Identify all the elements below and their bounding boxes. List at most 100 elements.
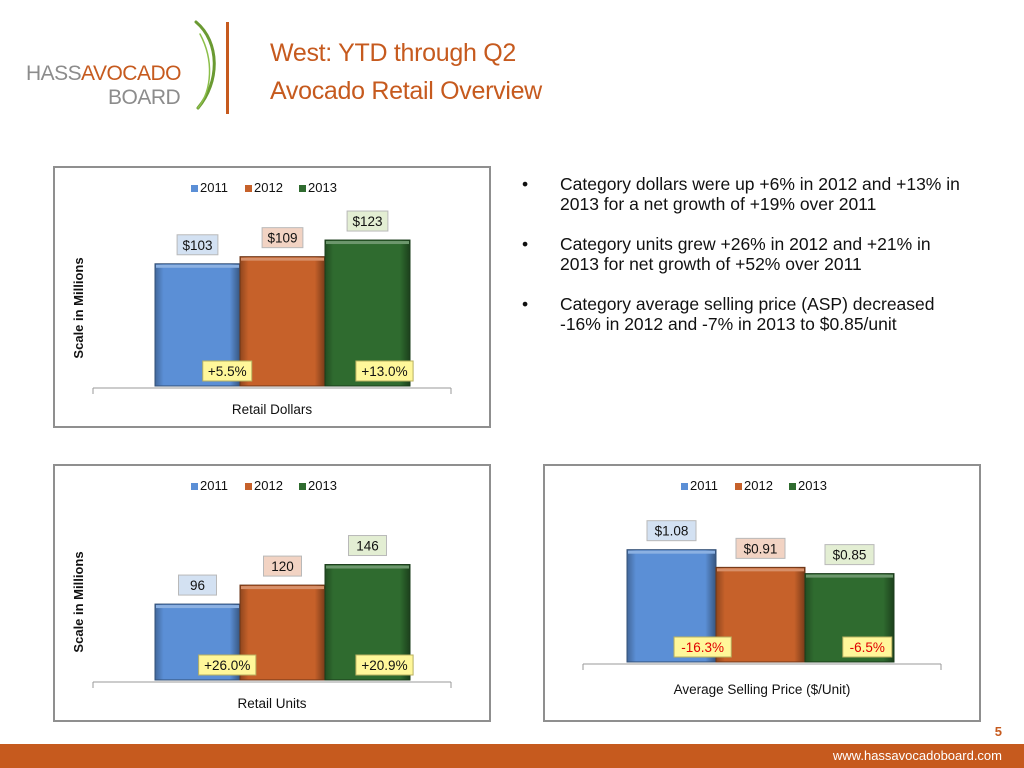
asp-value-label-box-2013 (824, 544, 875, 566)
dollars-legend-label-2013: 2013 (308, 180, 337, 195)
asp-bar-highlight-2011 (628, 550, 715, 554)
asp-value-label-text-2012: $0.91 (744, 541, 778, 556)
asp-bar-highlight-2012 (717, 568, 804, 572)
units-value-label-text-2013: 146 (356, 539, 379, 554)
page-number: 5 (994, 724, 1002, 739)
dollars-bar-highlight-2013 (326, 241, 409, 245)
units-value-label-2013: 146 (348, 535, 387, 557)
dollars-value-label-text-2012: $109 (267, 231, 297, 246)
dollars-legend-label-2012: 2012 (254, 180, 283, 195)
dollars-value-label-2011: $103 (176, 234, 219, 256)
dollars-bars (154, 239, 411, 387)
asp-value-label-box-2012 (735, 537, 786, 559)
units-value-label-box-2011 (178, 574, 217, 596)
units-bar-highlight-2011 (156, 605, 239, 609)
dollars-value-label-box-2011 (176, 234, 219, 256)
asp-change-label-box-1 (673, 636, 732, 658)
asp-legend-swatch-2013 (789, 483, 796, 490)
units-value-label-text-2011: 96 (190, 578, 205, 593)
slide-title: West: YTD through Q2 Avocado Retail Over… (270, 34, 542, 110)
bullet-item-units: Category units grew +26% in 2012 and +21… (522, 234, 962, 274)
dollars-legend-label-2011: 2011 (200, 180, 228, 195)
asp-change-label-1: -16.3% (673, 636, 732, 658)
units-y-axis-title: Scale in Millions (71, 551, 86, 652)
dollars-bar-highlight-2011 (156, 264, 239, 268)
slide-title-line1: West: YTD through Q2 (270, 39, 516, 67)
units-value-label-2011: 96 (178, 574, 217, 596)
dollars-x-axis-title: Retail Dollars (232, 402, 313, 417)
dollars-bar-highlight-2012 (241, 257, 324, 261)
asp-legend-swatch-2012 (735, 483, 742, 490)
units-legend-label-2012: 2012 (254, 478, 283, 493)
hass-avocado-board-logo: HASS AVOCADO BOARD (22, 20, 222, 112)
dollars-change-label-text-1: +5.5% (208, 364, 247, 379)
asp-x-axis-title: Average Selling Price ($/Unit) (674, 682, 851, 697)
footer-url: www.hassavocadoboard.com (832, 748, 1002, 763)
logo-text-board: BOARD (108, 86, 181, 109)
units-legend-swatch-2011 (191, 483, 198, 490)
logo-text-hass: HASS (26, 62, 82, 85)
units-bar-highlight-2013 (326, 565, 409, 569)
asp-value-label-2011: $1.08 (646, 520, 697, 542)
units-value-label-text-2012: 120 (271, 559, 294, 574)
asp-legend-label-2011: 2011 (690, 478, 718, 493)
dollars-legend: 2011 2012 2013 (191, 180, 337, 195)
dollars-legend-swatch-2012 (245, 185, 252, 192)
retail-units-chart-svg: 2011 2012 2013 Scale in Millions Retail Unit… (71, 478, 452, 711)
dollars-change-label-box-1 (202, 360, 253, 382)
asp-chart-svg: 2011 2012 2013 Average Selling Price ($/Uni… (582, 478, 942, 697)
units-change-label-text-1: +26.0% (204, 658, 250, 673)
asp-legend: 2011 2012 2013 (681, 478, 827, 493)
slide-title-line2: Avocado Retail Overview (270, 77, 542, 105)
units-x-axis-title: Retail Units (237, 696, 306, 711)
dollars-change-label-2: +13.0% (355, 360, 414, 382)
asp-chart: 2011 2012 2013 Average Selling Price ($/Uni… (543, 464, 981, 722)
units-value-label-box-2013 (348, 535, 387, 557)
dollars-change-label-text-2: +13.0% (361, 364, 407, 379)
units-legend-swatch-2012 (245, 483, 252, 490)
asp-change-label-box-2 (842, 636, 893, 658)
asp-bar-highlight-2013 (806, 574, 893, 578)
asp-legend-swatch-2011 (681, 483, 688, 490)
dollars-value-label-text-2011: $103 (182, 238, 212, 253)
units-change-label-1: +26.0% (198, 654, 257, 676)
retail-units-chart: 2011 2012 2013 Scale in Millions Retail Unit… (53, 464, 491, 722)
units-value-label-2012: 120 (263, 555, 302, 577)
dollars-bar-2012 (239, 256, 326, 387)
dollars-value-label-text-2013: $123 (352, 214, 382, 229)
asp-change-label-2: -6.5% (842, 636, 893, 658)
asp-value-label-text-2011: $1.08 (655, 524, 689, 539)
logo-text-avocado: AVOCADO (81, 62, 181, 85)
dollars-value-label-2013: $123 (346, 210, 389, 232)
asp-legend-label-2012: 2012 (744, 478, 773, 493)
asp-change-label-text-2: -6.5% (850, 640, 885, 655)
bullet-item-dollars: Category dollars were up +6% in 2012 and… (522, 174, 962, 214)
dollars-legend-swatch-2011 (191, 185, 198, 192)
units-change-label-box-1 (198, 654, 257, 676)
dollars-value-label-box-2013 (346, 210, 389, 232)
units-legend: 2011 2012 2013 (191, 478, 337, 493)
dollars-change-label-1: +5.5% (202, 360, 253, 382)
footer-bar: www.hassavocadoboard.com (0, 744, 1024, 768)
dollars-value-label-box-2012 (261, 227, 304, 249)
asp-change-label-text-1: -16.3% (681, 640, 724, 655)
units-bar-highlight-2012 (241, 586, 324, 590)
units-legend-label-2011: 2011 (200, 478, 228, 493)
retail-dollars-chart-svg: 2011 2012 2013 Scale in Millions Retail Doll… (71, 180, 452, 417)
asp-legend-label-2013: 2013 (798, 478, 827, 493)
dollars-legend-swatch-2013 (299, 185, 306, 192)
units-legend-label-2013: 2013 (308, 478, 337, 493)
units-legend-swatch-2013 (299, 483, 306, 490)
dollars-y-axis-title: Scale in Millions (71, 257, 86, 358)
asp-value-label-box-2011 (646, 520, 697, 542)
asp-value-label-2012: $0.91 (735, 537, 786, 559)
header-divider (226, 22, 229, 114)
bullet-item-asp: Category average selling price (ASP) dec… (522, 294, 962, 334)
avocado-leaf-icon (194, 20, 216, 110)
dollars-change-label-box-2 (355, 360, 414, 382)
units-change-label-box-2 (355, 654, 414, 676)
asp-value-label-2013: $0.85 (824, 544, 875, 566)
units-change-label-2: +20.9% (355, 654, 414, 676)
asp-value-label-text-2013: $0.85 (833, 548, 867, 563)
units-value-label-box-2012 (263, 555, 302, 577)
